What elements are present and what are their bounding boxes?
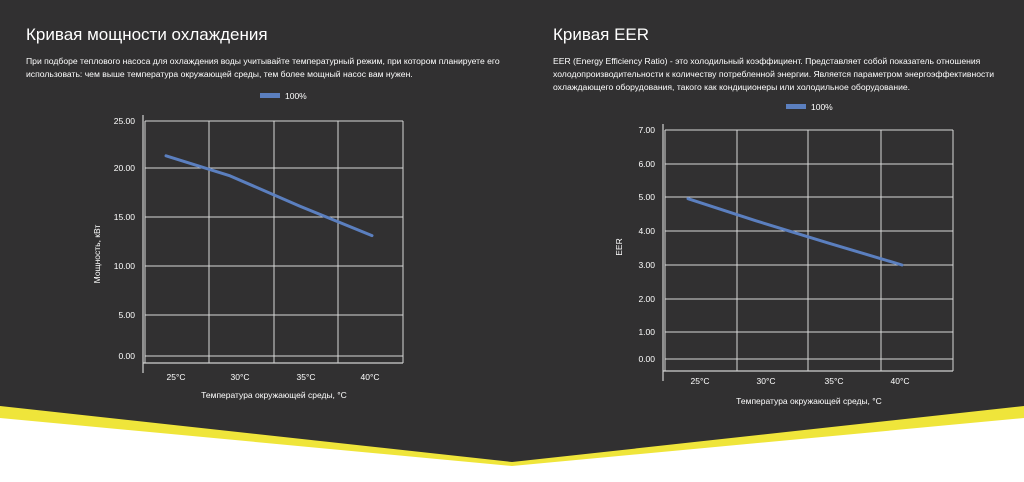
legend-label: 100%: [811, 102, 833, 112]
y-tick-label: 5.00: [118, 310, 135, 320]
y-tick-label: 7.00: [638, 125, 655, 135]
eer-title: Кривая EER: [553, 25, 650, 44]
white-chevron-area: [0, 418, 1024, 482]
y-tick-label: 0.00: [118, 351, 135, 361]
y-tick-label: 20.00: [114, 163, 136, 173]
eer-description: EER (Energy Efficiency Ratio) - это холо…: [553, 56, 995, 92]
y-axis-title: EER: [614, 238, 624, 255]
legend-swatch: [260, 93, 280, 98]
x-axis-title: Температура окружающей среды, °C: [736, 396, 882, 406]
x-tick-label: 40°C: [361, 372, 380, 382]
y-tick-label: 25.00: [114, 116, 136, 126]
y-tick-label: 2.00: [638, 294, 655, 304]
series-line-100: [686, 197, 904, 267]
x-tick-label: 25°C: [167, 372, 186, 382]
y-tick-label: 1.00: [638, 327, 655, 337]
series-line-100: [164, 154, 374, 238]
y-tick-label: 15.00: [114, 212, 136, 222]
x-tick-label: 30°C: [231, 372, 250, 382]
y-tick-label: 3.00: [638, 260, 655, 270]
y-tick-label: 4.00: [638, 226, 655, 236]
cooling-power-title: Кривая мощности охлаждения: [26, 25, 268, 44]
y-tick-label: 0.00: [638, 354, 655, 364]
y-axis-title: Мощность, кВт: [92, 225, 102, 284]
y-tick-label: 5.00: [638, 192, 655, 202]
x-tick-label: 30°C: [757, 376, 776, 386]
x-tick-label: 35°C: [825, 376, 844, 386]
legend-label: 100%: [285, 91, 307, 101]
cooling-power-description: При подборе теплового насоса для охлажде…: [26, 56, 500, 79]
y-tick-label: 6.00: [638, 159, 655, 169]
legend-swatch: [786, 104, 806, 109]
x-axis-title: Температура окружающей среды, °C: [201, 390, 347, 400]
x-tick-label: 35°C: [297, 372, 316, 382]
x-tick-label: 25°C: [691, 376, 710, 386]
x-tick-label: 40°C: [891, 376, 910, 386]
y-tick-label: 10.00: [114, 261, 136, 271]
